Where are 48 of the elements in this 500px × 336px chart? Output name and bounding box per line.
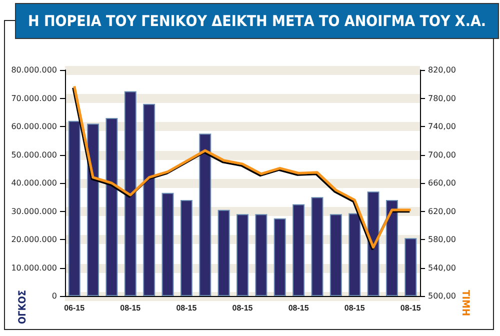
x-tick-label: 08-15 (120, 304, 142, 312)
bar (367, 191, 380, 296)
x-tick-label: 08-15 (176, 304, 198, 312)
y2-tick-label: 660,00 (428, 178, 456, 188)
x-tick-label: 06-15 (64, 304, 86, 312)
y2-tick-label: 700,00 (428, 150, 456, 160)
bar (386, 200, 398, 296)
y-tick-label: 40.000.000 (11, 178, 57, 188)
bar (143, 104, 156, 296)
line-series (73, 84, 412, 249)
y-tick-label: 70.000.000 (11, 94, 57, 103)
bar (106, 118, 118, 296)
bar (274, 218, 286, 296)
bar (255, 214, 268, 296)
bar (162, 192, 174, 296)
bar (218, 210, 230, 296)
y-tick-label: 20.000.000 (11, 235, 57, 244)
bar (404, 238, 417, 296)
y-tick-label: 80.000.000 (11, 66, 57, 74)
bar (236, 214, 248, 296)
bar (199, 134, 212, 296)
bar (180, 200, 192, 296)
bar (311, 197, 324, 296)
x-tick-label: 08-15 (400, 304, 422, 312)
y-tick-label: 50.000.000 (11, 150, 57, 160)
bar (292, 204, 305, 296)
bar (68, 120, 80, 296)
bar (87, 124, 100, 296)
y2-tick-label: 540,00 (428, 263, 456, 272)
y2-tick-label: 580,00 (428, 235, 456, 244)
y2-tick-label: 820,00 (428, 66, 456, 74)
y2-axis-title: ΤΙΜΗ (460, 290, 470, 316)
x-tick-label: 08-15 (288, 304, 310, 312)
y-tick-label: 60.000.000 (11, 122, 57, 131)
y2-tick-label: 740,00 (428, 122, 456, 131)
y-tick-label: 0 (52, 292, 57, 300)
y2-tick-label: 500,00 (428, 292, 456, 300)
y-tick-label: 30.000.000 (11, 206, 57, 216)
x-tick-label: 08-15 (232, 304, 254, 312)
y-axis-title: ΟΓΚΟΣ (18, 290, 28, 324)
y-tick-label: 10.000.000 (11, 263, 57, 272)
y2-tick-label: 780,00 (428, 94, 456, 103)
y2-tick-label: 620,00 (428, 206, 456, 216)
bar (348, 213, 361, 296)
chart-title: Η ΠΟΡΕΙΑ ΤΟΥ ΓΕΝΙΚΟΥ ΔΕΙΚΤΗ ΜΕΤΑ ΤΟ ΑΝΟΙΓΜΑ ΤΟΥ Χ.Α. (15, 3, 500, 39)
x-tick-label: 08-15 (344, 304, 366, 312)
bar (124, 91, 136, 296)
bar (330, 214, 342, 296)
